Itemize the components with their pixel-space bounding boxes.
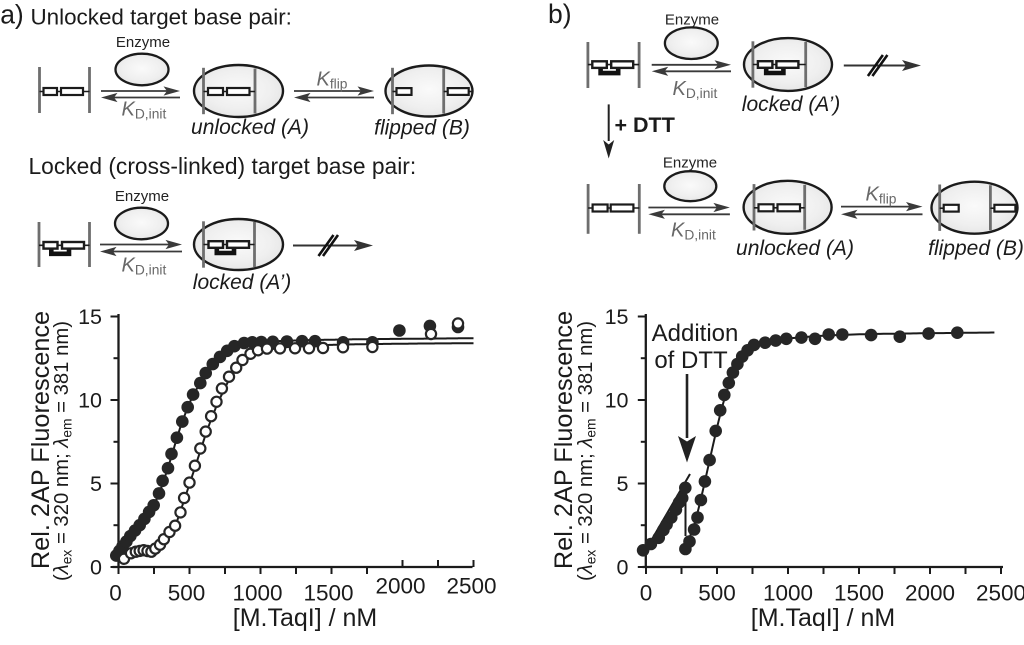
svg-text:unlocked (A): unlocked (A) <box>191 116 309 139</box>
svg-text:15: 15 <box>605 305 629 329</box>
svg-text:2500: 2500 <box>976 581 1024 606</box>
svg-text:a): a) <box>0 0 24 30</box>
svg-text:+ DTT: + DTT <box>615 113 675 137</box>
svg-text:1000: 1000 <box>763 581 813 606</box>
svg-text:10: 10 <box>78 389 102 413</box>
svg-text:[M.TaqI] / nM: [M.TaqI] / nM <box>233 604 377 632</box>
svg-text:0: 0 <box>109 581 122 606</box>
svg-text:500: 500 <box>698 581 736 606</box>
svg-text:Rel. 2AP Fluorescence: Rel. 2AP Fluorescence <box>550 311 578 569</box>
svg-text:5: 5 <box>617 472 629 496</box>
svg-text:2500: 2500 <box>446 574 496 599</box>
svg-text:15: 15 <box>78 305 102 329</box>
svg-text:1500: 1500 <box>834 581 884 606</box>
svg-text:0: 0 <box>617 556 629 580</box>
svg-text:Addition: Addition <box>652 320 739 347</box>
svg-text:(λex = 320 nm; λem = 381 nm): (λex = 320 nm; λem = 381 nm) <box>51 321 75 581</box>
svg-text:flipped (B): flipped (B) <box>374 117 470 140</box>
svg-text:locked (A’): locked (A’) <box>742 93 840 116</box>
svg-text:0: 0 <box>640 581 653 606</box>
svg-text:Locked (cross-linked) target b: Locked (cross-linked) target base pair: <box>29 153 417 179</box>
svg-text:flipped (B): flipped (B) <box>928 237 1024 260</box>
svg-text:10: 10 <box>605 389 629 413</box>
svg-text:of DTT: of DTT <box>654 347 728 374</box>
svg-text:2000: 2000 <box>905 581 955 606</box>
svg-text:500: 500 <box>168 581 206 606</box>
svg-text:5: 5 <box>90 472 102 496</box>
svg-text:0: 0 <box>90 556 102 580</box>
svg-text:unlocked (A): unlocked (A) <box>736 237 854 260</box>
svg-text:Rel. 2AP Fluorescence: Rel. 2AP Fluorescence <box>27 311 55 569</box>
svg-text:Enzyme: Enzyme <box>116 34 170 51</box>
svg-text:[M.TaqI] / nM: [M.TaqI] / nM <box>751 604 895 632</box>
svg-text:b): b) <box>548 0 572 29</box>
svg-text:Enzyme: Enzyme <box>663 155 717 172</box>
svg-text:1000: 1000 <box>232 581 282 606</box>
svg-text:1500: 1500 <box>303 581 353 606</box>
svg-text:Unlocked target base pair:: Unlocked target base pair: <box>31 5 292 30</box>
svg-text:Enzyme: Enzyme <box>665 12 719 29</box>
svg-text:locked (A’): locked (A’) <box>193 271 291 294</box>
svg-text:Enzyme: Enzyme <box>115 188 169 205</box>
svg-text:(λex = 320 nm; λem = 381 nm): (λex = 320 nm; λem = 381 nm) <box>575 321 599 581</box>
svg-text:2000: 2000 <box>375 574 425 599</box>
